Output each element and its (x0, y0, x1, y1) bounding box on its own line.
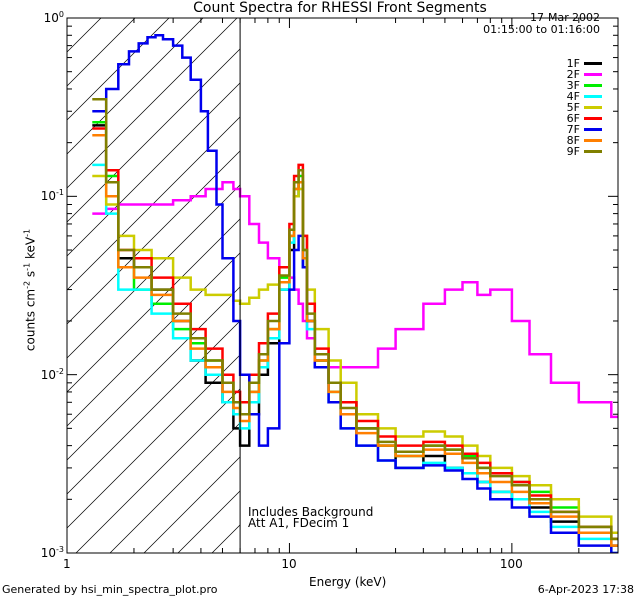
legend-label: 7F (566, 122, 580, 136)
legend-swatch (584, 116, 602, 120)
hatch-line (67, 252, 241, 427)
y-tick-label: 10-3 (40, 545, 64, 560)
legend-label: 9F (566, 144, 580, 158)
observation-date: 17-Mar-2002 (530, 11, 600, 24)
legend-item-1F: 1F (566, 56, 602, 70)
legend-swatch (584, 72, 602, 76)
hatch-line (67, 320, 241, 495)
hatch-line (67, 82, 241, 257)
plot-frame (66, 17, 619, 554)
hatch-line (67, 184, 241, 359)
hatch-line (67, 18, 170, 121)
series-7F (92, 34, 618, 553)
legend-label: 5F (566, 100, 580, 114)
hatch-line (67, 218, 241, 393)
legend-label: 8F (566, 133, 580, 147)
hatch-line (67, 354, 241, 529)
legend-item-8F: 8F (566, 133, 602, 147)
legend-item-6F: 6F (566, 111, 602, 125)
x-axis-label: Energy (keV) (309, 575, 387, 589)
hatch-line (67, 18, 102, 53)
legend-swatch (584, 83, 602, 87)
x-tick-label: 1 (63, 557, 71, 571)
y-axis-label: counts cm-2 s-1 keV-1 (22, 228, 38, 352)
legend-item-3F: 3F (566, 78, 602, 92)
legend-label: 2F (566, 67, 580, 81)
y-tick-label: 10-2 (40, 366, 64, 382)
x-tick-label: 100 (499, 557, 523, 571)
annotation-background: Includes Background (248, 505, 374, 519)
footer-timestamp: 6-Apr-2023 17:38 (537, 583, 634, 596)
hatch-line (109, 422, 241, 553)
series-6F (92, 127, 618, 541)
footer-generated-by: Generated by hsi_min_spectra_plot.pro (2, 583, 218, 596)
series-layer (92, 34, 618, 553)
legend-item-5F: 5F (566, 100, 602, 114)
series-1F (92, 124, 618, 547)
hatch-line (75, 388, 241, 553)
legend-swatch (584, 61, 602, 65)
legend-swatch (584, 105, 602, 109)
chart-title: Count Spectra for RHESSI Front Segments (193, 0, 487, 16)
series-9F (92, 98, 618, 541)
hatch-line (67, 48, 241, 223)
legend-item-9F: 9F (566, 144, 602, 158)
hatch-line (67, 18, 238, 189)
legend-item-7F: 7F (566, 122, 602, 136)
legend-swatch (584, 149, 602, 153)
y-tick-label: 100 (43, 10, 64, 25)
hatch-line (67, 150, 241, 325)
observation-time-range: 01:15:00 to 01:16:00 (483, 23, 600, 36)
hatch-line (67, 286, 241, 461)
x-tick-label: 10 (281, 557, 297, 571)
legend-label: 4F (566, 89, 580, 103)
legend-item-4F: 4F (566, 89, 602, 103)
hatch-line (67, 116, 241, 291)
series-3F (92, 121, 618, 541)
legend-swatch (584, 138, 602, 142)
legend-label: 3F (566, 78, 580, 92)
y-tick-label: 10-1 (40, 188, 64, 204)
legend-swatch (584, 94, 602, 98)
series-2F (92, 180, 618, 419)
legend-label: 6F (566, 111, 580, 125)
annotation-attenuator: Att A1, FDecim 1 (248, 516, 350, 530)
legend-item-2F: 2F (566, 67, 602, 81)
legend-label: 1F (566, 56, 580, 70)
hatch-line (143, 456, 241, 553)
legend-swatch (584, 127, 602, 131)
axis-ticks (66, 17, 619, 554)
hatched-region (67, 18, 241, 553)
hatch-line (67, 18, 204, 155)
